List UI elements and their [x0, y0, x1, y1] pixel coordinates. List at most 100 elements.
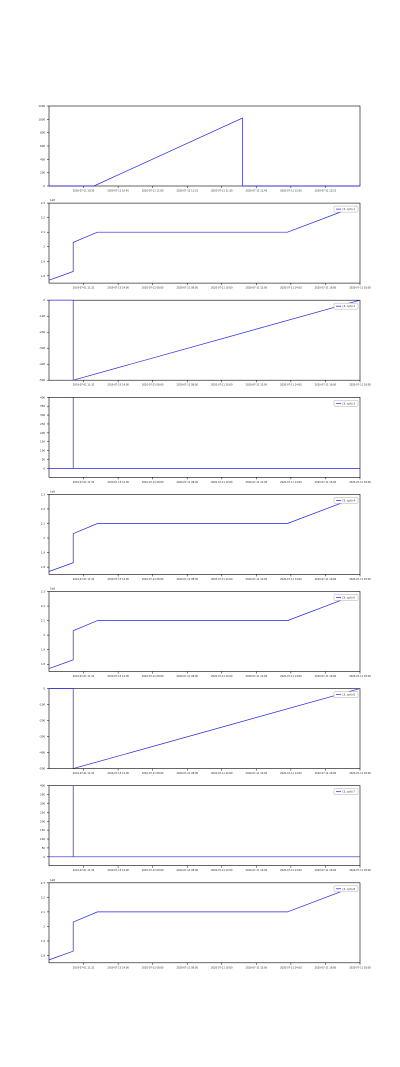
chart-panel-5: 1.8 1.9 2 2.1 2.2 2.3 2019-07-01 11:32 2019-07-… [41, 489, 371, 581]
x-tick-label: 2020-07-11 14:00 [280, 578, 302, 581]
x-tick-label: 2019-07-15 14:00 [107, 869, 129, 872]
legend-box [333, 885, 359, 892]
chart-panel-7: -500 -400 -300 -200 -100 0 2019-07-01 11:32 201… [39, 687, 371, 776]
legend-label: (3, cph) 5 [343, 596, 356, 600]
x-tick-label: 2020-07-11 18:00 [349, 287, 371, 290]
axis-offset-text: 1e8 [50, 587, 55, 591]
x-tick-label: 2019-07-01 11:32 [73, 578, 95, 581]
y-tick-label: -300 [39, 346, 45, 350]
legend: (3, cph) 8 [333, 885, 359, 892]
x-tick-label: 2019-07-15 14:00 [107, 675, 129, 678]
legend-box [333, 205, 359, 213]
x-tick-label: 2020-07-11 10:00 [211, 869, 233, 872]
y-tick-label: 1.8 [41, 954, 45, 958]
legend: (3, cph) 3 [333, 400, 359, 407]
x-tick-label: 2019-07-15 14:00 [107, 287, 129, 290]
y-tick-label: 600 [40, 144, 45, 148]
y-tick-label: 2.3 [41, 881, 45, 885]
x-tick-label: 2020-07-11 10:00 [211, 384, 233, 387]
y-tick-label: 1.8 [41, 662, 45, 666]
series-line [49, 117, 360, 187]
legend: (3, cph) 7 [333, 788, 359, 795]
legend-box [333, 497, 359, 504]
x-tick-label: 2020-07-11 14:00 [280, 287, 302, 290]
plot-frame [48, 785, 361, 867]
y-tick-label: 1.9 [41, 551, 45, 555]
y-tick-label: 300 [40, 801, 45, 805]
x-tick-label: 2020-07-11 08:00 [176, 772, 198, 775]
series-line [49, 785, 360, 858]
x-tick-label: 2020-07-11 08:00 [176, 675, 198, 678]
x-tick-label: 2020-07-11 12:00 [246, 384, 268, 387]
y-tick-label: 2 [43, 536, 45, 540]
x-tick-label: 2020-07-11 11:30 [211, 190, 233, 193]
y-tick-label: -400 [39, 362, 45, 366]
y-tick-label: -100 [39, 703, 45, 707]
legend-label: (3, cph) 6 [343, 693, 356, 697]
y-tick-label: 200 [40, 171, 45, 175]
y-tick-label: 2.2 [41, 604, 45, 608]
chart-panel-6: 1.8 1.9 2 2.1 2.2 2.3 2019-07-01 11:32 2019-07-… [41, 587, 371, 679]
legend-box [333, 788, 359, 795]
x-tick-label: 2020-07-11 12:00 [246, 481, 268, 484]
x-tick-label: 2020-07-11 14:00 [280, 772, 302, 775]
x-tick-label: 2020-07-11 08:00 [176, 869, 198, 872]
x-tick-label: 2020-07-11 14:00 [280, 481, 302, 484]
series-line [49, 299, 361, 381]
x-tick-label: 2019-07-01 11:32 [73, 772, 95, 775]
x-tick-label: 2020-07-11 16:00 [315, 287, 337, 290]
x-tick-label: 2020-07-11 12:00 [246, 287, 268, 290]
x-tick-label: 2019-07-15 14:00 [107, 578, 129, 581]
x-tick-label: 2019-07-01 11:32 [73, 287, 95, 290]
y-tick-label: 100 [40, 837, 45, 841]
y-tick-label: 150 [40, 828, 45, 832]
x-tick-label: 2020-07-11 08:00 [142, 869, 164, 872]
axis-offset-text: 1e8 [50, 198, 55, 202]
plot-frame [48, 688, 361, 769]
x-tick-label: 2019-07-15 14:00 [107, 966, 129, 969]
y-tick-label: 2.3 [41, 492, 45, 496]
y-tick-label: 0 [43, 466, 45, 470]
y-tick-label: 1.9 [41, 648, 45, 652]
x-tick-label: 2020-07-11 14:00 [280, 384, 302, 387]
x-tick-label: 2020-07-11 14:00 [280, 869, 302, 872]
y-tick-label: 0 [43, 855, 45, 859]
y-tick-label: -100 [39, 314, 45, 318]
x-tick-label: 2020-07-11 08:00 [142, 481, 164, 484]
chart-panel-2: 1.8 1.9 2 2.1 2.2 2.3 2019-07-01 11:32 2019-07-… [41, 198, 371, 290]
x-tick-label: 2020-07-11 10:45 [107, 190, 129, 193]
x-tick-label: 2020-07-11 10:30 [73, 190, 95, 193]
series-line [49, 397, 360, 469]
y-tick-label: 250 [40, 810, 45, 814]
x-tick-label: 2020-07-11 12:00 [246, 966, 268, 969]
x-tick-label: 2020-07-11 12:00 [246, 578, 268, 581]
x-tick-label: 2020-07-11 16:00 [315, 481, 337, 484]
legend-label: (3, cph) 2 [343, 304, 356, 308]
y-tick-label: 400 [40, 395, 45, 399]
legend-label: (3, cph) 7 [343, 790, 356, 794]
plot-frame [48, 105, 361, 187]
x-tick-label: 2020-07-11 10:00 [211, 287, 233, 290]
y-tick-label: 2 [43, 924, 45, 928]
x-tick-label: 2020-07-11 08:00 [176, 966, 198, 969]
x-tick-label: 2019-07-15 14:00 [107, 772, 129, 775]
chart-panel-3: -500 -400 -300 -200 -100 0 2019-07-01 11:32 201… [39, 298, 371, 387]
x-tick-label: 2019-07-15 14:00 [107, 481, 129, 484]
x-tick-label: 2020-07-11 12:00 [246, 869, 268, 872]
legend-label: (3, cph) 3 [343, 401, 356, 405]
x-tick-label: 2019-07-01 11:32 [73, 481, 95, 484]
series-line [48, 885, 357, 961]
y-tick-label: 2.1 [41, 230, 45, 234]
x-tick-label: 2020-07-11 16:00 [315, 869, 337, 872]
y-tick-label: 150 [40, 440, 45, 444]
x-tick-label: 2020-07-11 12:00 [246, 675, 268, 678]
x-tick-label: 2020-07-11 10:00 [211, 675, 233, 678]
y-tick-label: 200 [40, 431, 45, 435]
legend: (3, cph) 1 [333, 205, 359, 213]
x-tick-label: 2020-07-11 11:00 [142, 190, 164, 193]
x-tick-label: 2020-07-11 10:00 [211, 966, 233, 969]
x-tick-label: 2020-07-11 08:00 [142, 287, 164, 290]
y-tick-label: 100 [40, 449, 45, 453]
x-tick-label: 2020-07-11 18:00 [349, 966, 371, 969]
chart-panel-8: 0 50 100 150 200 250 300 350 400 2019-07-01 11:32… [40, 784, 371, 873]
